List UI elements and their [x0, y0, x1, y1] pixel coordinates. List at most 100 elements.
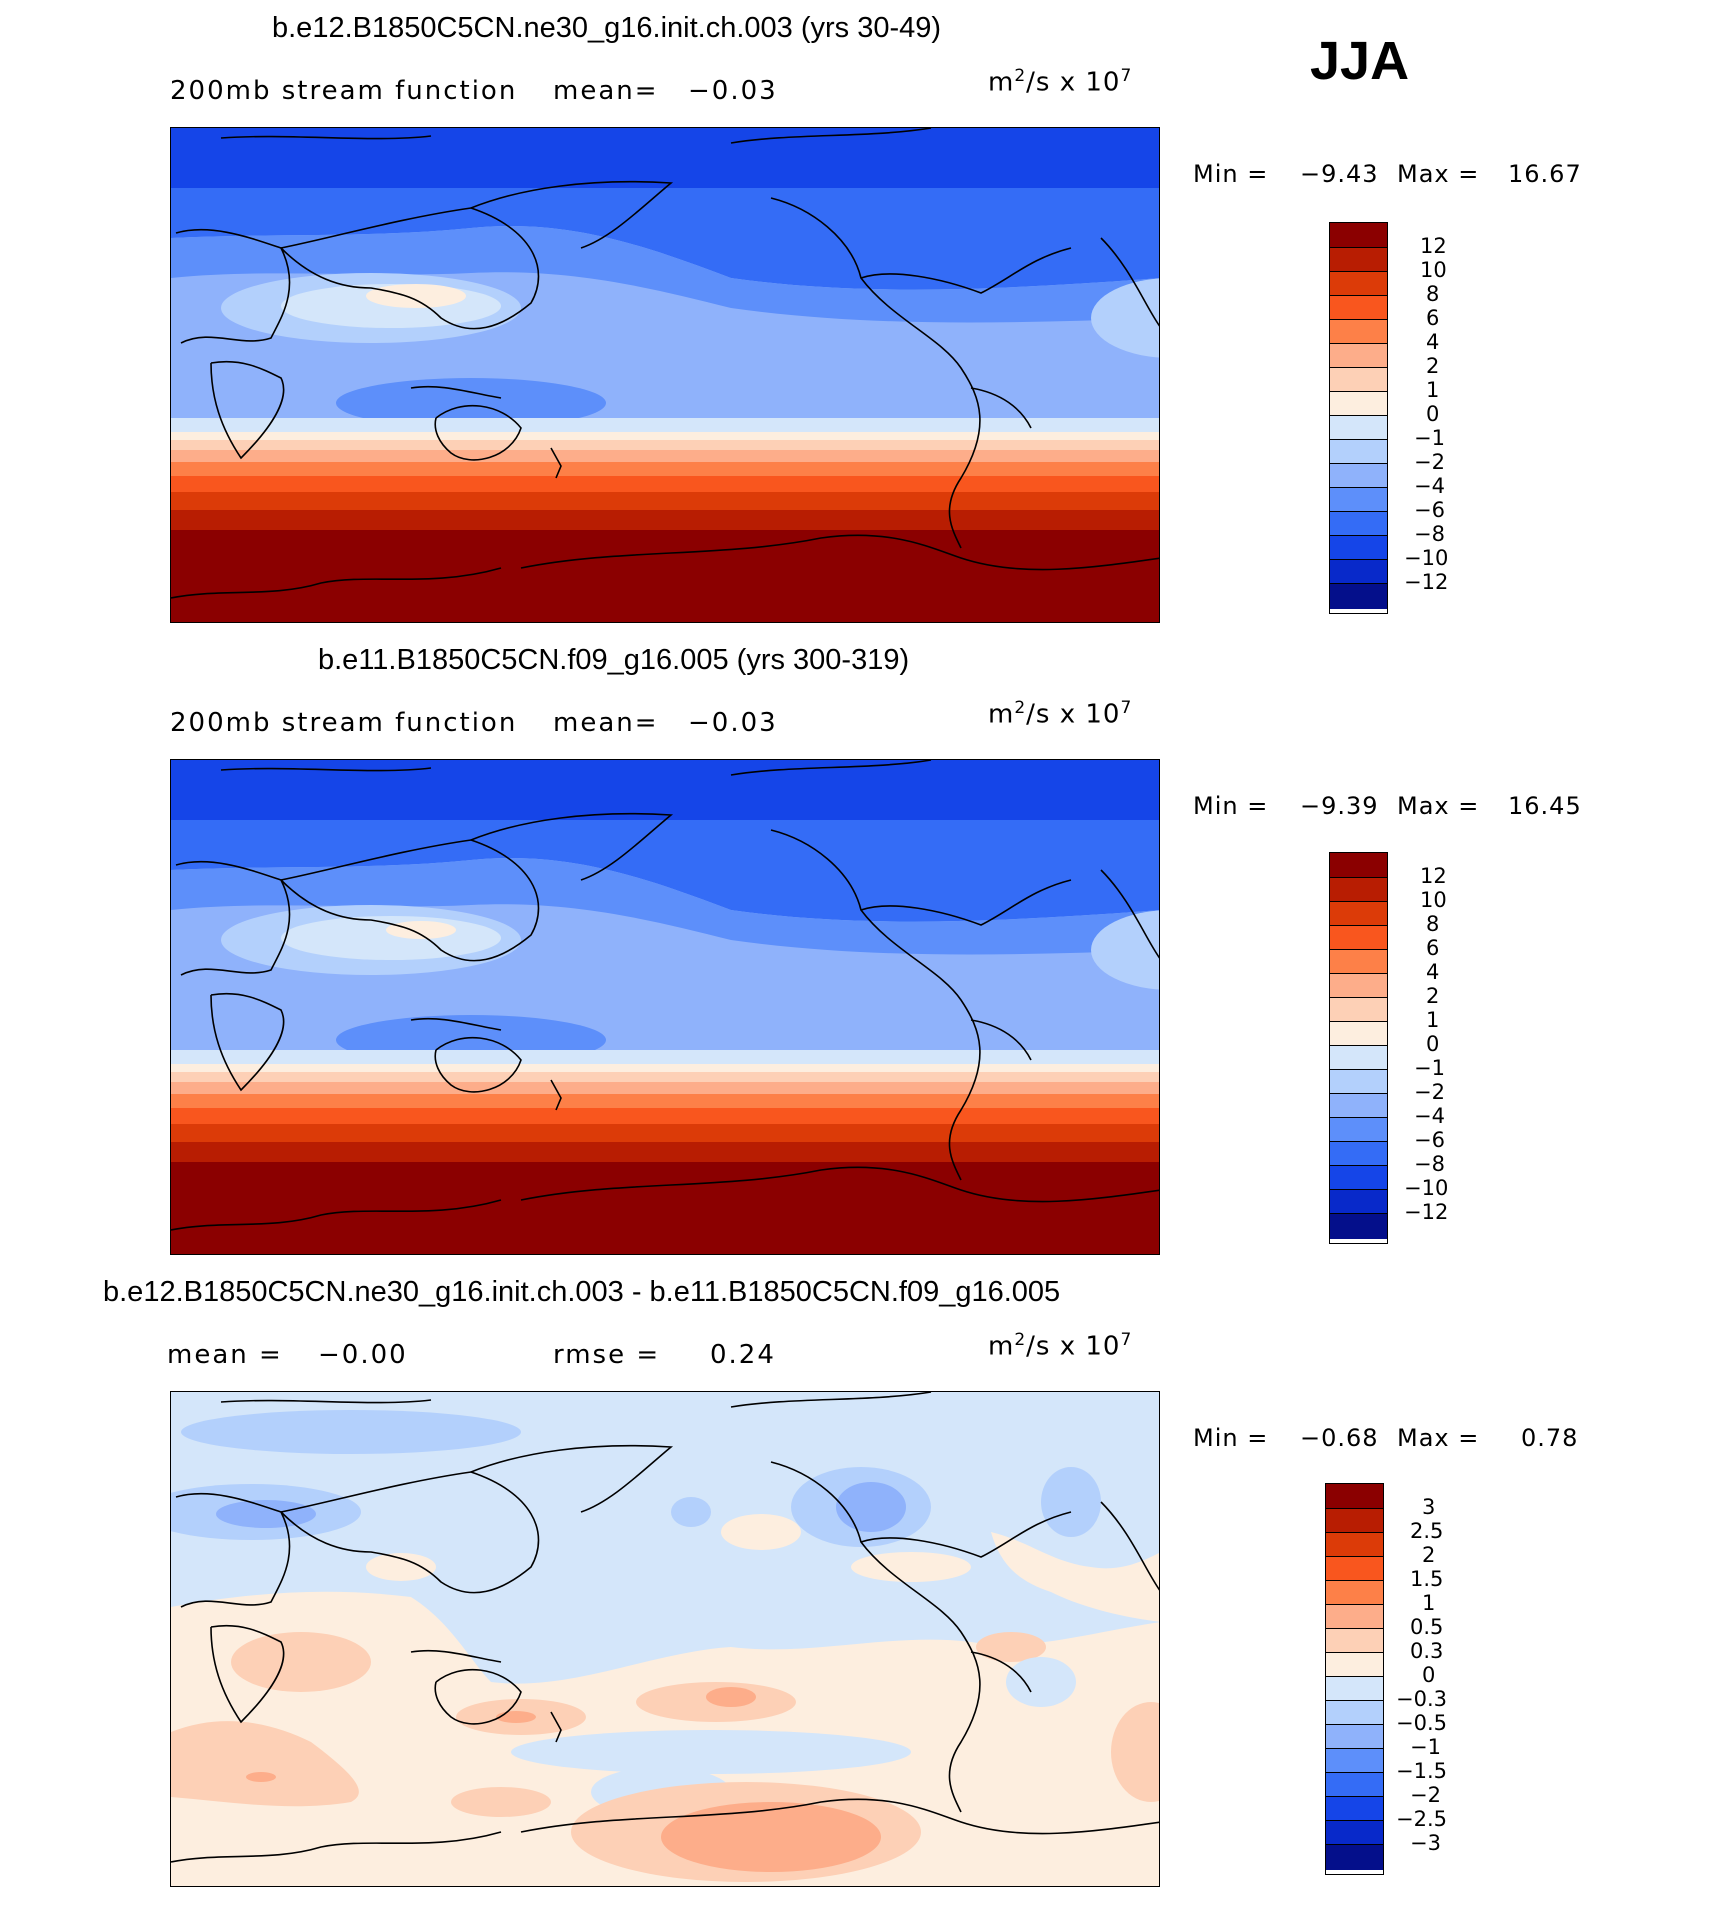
colorbar-tick-label: 10 [1420, 888, 1447, 912]
colorbar-swatch [1326, 1629, 1383, 1653]
colorbar-tick-label: −2 [1414, 450, 1445, 474]
panel1-max-label: Max = [1397, 160, 1480, 188]
colorbar-swatch [1330, 1094, 1387, 1118]
colorbar-swatch [1326, 1605, 1383, 1629]
colorbar-swatch [1330, 1022, 1387, 1046]
panel1-min-label: Min = [1193, 160, 1269, 188]
panel2-title: b.e11.B1850C5CN.f09_g16.005 (yrs 300-319… [318, 644, 910, 676]
colorbar-tick-label: 2.5 [1410, 1519, 1444, 1543]
colorbar-swatch [1326, 1845, 1383, 1870]
colorbar-tick-label: −0.5 [1396, 1711, 1447, 1735]
colorbar-tick-label: −12 [1404, 1200, 1449, 1224]
colorbar-tick-label: 0 [1422, 1663, 1436, 1687]
panel1-colorbar [1329, 222, 1388, 614]
panel3-min-label: Min = [1193, 1424, 1269, 1452]
colorbar-swatch [1330, 1166, 1387, 1190]
colorbar-tick-label: 0.3 [1410, 1639, 1444, 1663]
colorbar-tick-label: −6 [1414, 498, 1445, 522]
panel3-map [170, 1391, 1160, 1887]
panel1-variable-label: 200mb stream function [170, 76, 518, 106]
colorbar-swatch [1330, 488, 1387, 512]
colorbar-swatch [1326, 1797, 1383, 1821]
colorbar-tick-label: −1 [1410, 1735, 1441, 1759]
colorbar-swatch [1330, 464, 1387, 488]
panel3-rmse-value: 0.24 [710, 1340, 776, 1370]
colorbar-tick-label: 1 [1426, 378, 1440, 402]
colorbar-tick-label: −8 [1414, 522, 1445, 546]
colorbar-tick-label: 4 [1426, 960, 1440, 984]
colorbar-swatch [1326, 1557, 1383, 1581]
colorbar-swatch [1326, 1509, 1383, 1533]
colorbar-swatch [1330, 1046, 1387, 1070]
colorbar-swatch [1330, 272, 1387, 296]
colorbar-tick-label: −3 [1410, 1831, 1441, 1855]
colorbar-swatch [1330, 1214, 1387, 1239]
colorbar-swatch [1330, 926, 1387, 950]
colorbar-swatch [1330, 440, 1387, 464]
colorbar-tick-label: 2 [1426, 354, 1440, 378]
colorbar-swatch [1330, 902, 1387, 926]
colorbar-tick-label: 6 [1426, 936, 1440, 960]
panel3-max-value: 0.78 [1521, 1424, 1579, 1452]
colorbar-swatch [1330, 560, 1387, 584]
colorbar-swatch [1326, 1533, 1383, 1557]
season-label: JJA [1310, 31, 1410, 91]
colorbar-tick-label: −1 [1414, 1056, 1445, 1080]
colorbar-tick-label: 0.5 [1410, 1615, 1444, 1639]
colorbar-tick-label: −2 [1410, 1783, 1441, 1807]
panel2-variable-label: 200mb stream function [170, 708, 518, 738]
colorbar-swatch [1330, 223, 1387, 248]
panel1-min-value: −9.43 [1300, 160, 1379, 188]
colorbar-tick-label: −10 [1404, 1176, 1449, 1200]
colorbar-swatch [1330, 974, 1387, 998]
colorbar-tick-label: −2.5 [1396, 1807, 1447, 1831]
panel3-units: m2/s x 107 [988, 1330, 1133, 1362]
colorbar-tick-label: 1 [1426, 1008, 1440, 1032]
colorbar-swatch [1330, 512, 1387, 536]
colorbar-swatch [1330, 368, 1387, 392]
panel2-map [170, 759, 1160, 1255]
colorbar-swatch [1326, 1725, 1383, 1749]
colorbar-swatch [1330, 536, 1387, 560]
colorbar-swatch [1330, 878, 1387, 902]
panel1-map [170, 127, 1160, 623]
panel3-rmse-label: rmse = [553, 1340, 661, 1370]
panel1-mean-value: −0.03 [688, 76, 778, 106]
colorbar-swatch [1330, 1070, 1387, 1094]
panel1-max-value: 16.67 [1508, 160, 1582, 188]
panel2-mean-label: mean= [553, 708, 659, 738]
panel2-mean-value: −0.03 [688, 708, 778, 738]
colorbar-tick-label: 8 [1426, 912, 1440, 936]
colorbar-tick-label: −2 [1414, 1080, 1445, 1104]
colorbar-tick-label: −1.5 [1396, 1759, 1447, 1783]
colorbar-tick-label: −0.3 [1396, 1687, 1447, 1711]
colorbar-swatch [1326, 1581, 1383, 1605]
colorbar-swatch [1330, 296, 1387, 320]
panel3-mean-value: −0.00 [318, 1340, 408, 1370]
panel1-title: b.e12.B1850C5CN.ne30_g16.init.ch.003 (yr… [272, 12, 942, 44]
panel2-min-label: Min = [1193, 792, 1269, 820]
colorbar-swatch [1330, 853, 1387, 878]
colorbar-tick-label: 2 [1422, 1543, 1436, 1567]
colorbar-tick-label: 1 [1422, 1591, 1436, 1615]
colorbar-tick-label: 0 [1426, 1032, 1440, 1056]
colorbar-tick-label: 0 [1426, 402, 1440, 426]
colorbar-swatch [1330, 1190, 1387, 1214]
panel1-units: m2/s x 107 [988, 66, 1133, 98]
colorbar-tick-label: 12 [1420, 864, 1447, 888]
colorbar-swatch [1330, 392, 1387, 416]
colorbar-swatch [1330, 416, 1387, 440]
colorbar-tick-label: −4 [1414, 474, 1445, 498]
colorbar-tick-label: −6 [1414, 1128, 1445, 1152]
panel3-min-value: −0.68 [1300, 1424, 1379, 1452]
colorbar-swatch [1330, 1118, 1387, 1142]
colorbar-swatch [1330, 248, 1387, 272]
panel2-max-label: Max = [1397, 792, 1480, 820]
panel1-mean-label: mean= [553, 76, 659, 106]
colorbar-tick-label: −10 [1404, 546, 1449, 570]
colorbar-tick-label: 6 [1426, 306, 1440, 330]
panel2-max-value: 16.45 [1508, 792, 1582, 820]
panel3-mean-label: mean = [167, 1340, 283, 1370]
colorbar-swatch [1330, 998, 1387, 1022]
colorbar-swatch [1330, 1142, 1387, 1166]
